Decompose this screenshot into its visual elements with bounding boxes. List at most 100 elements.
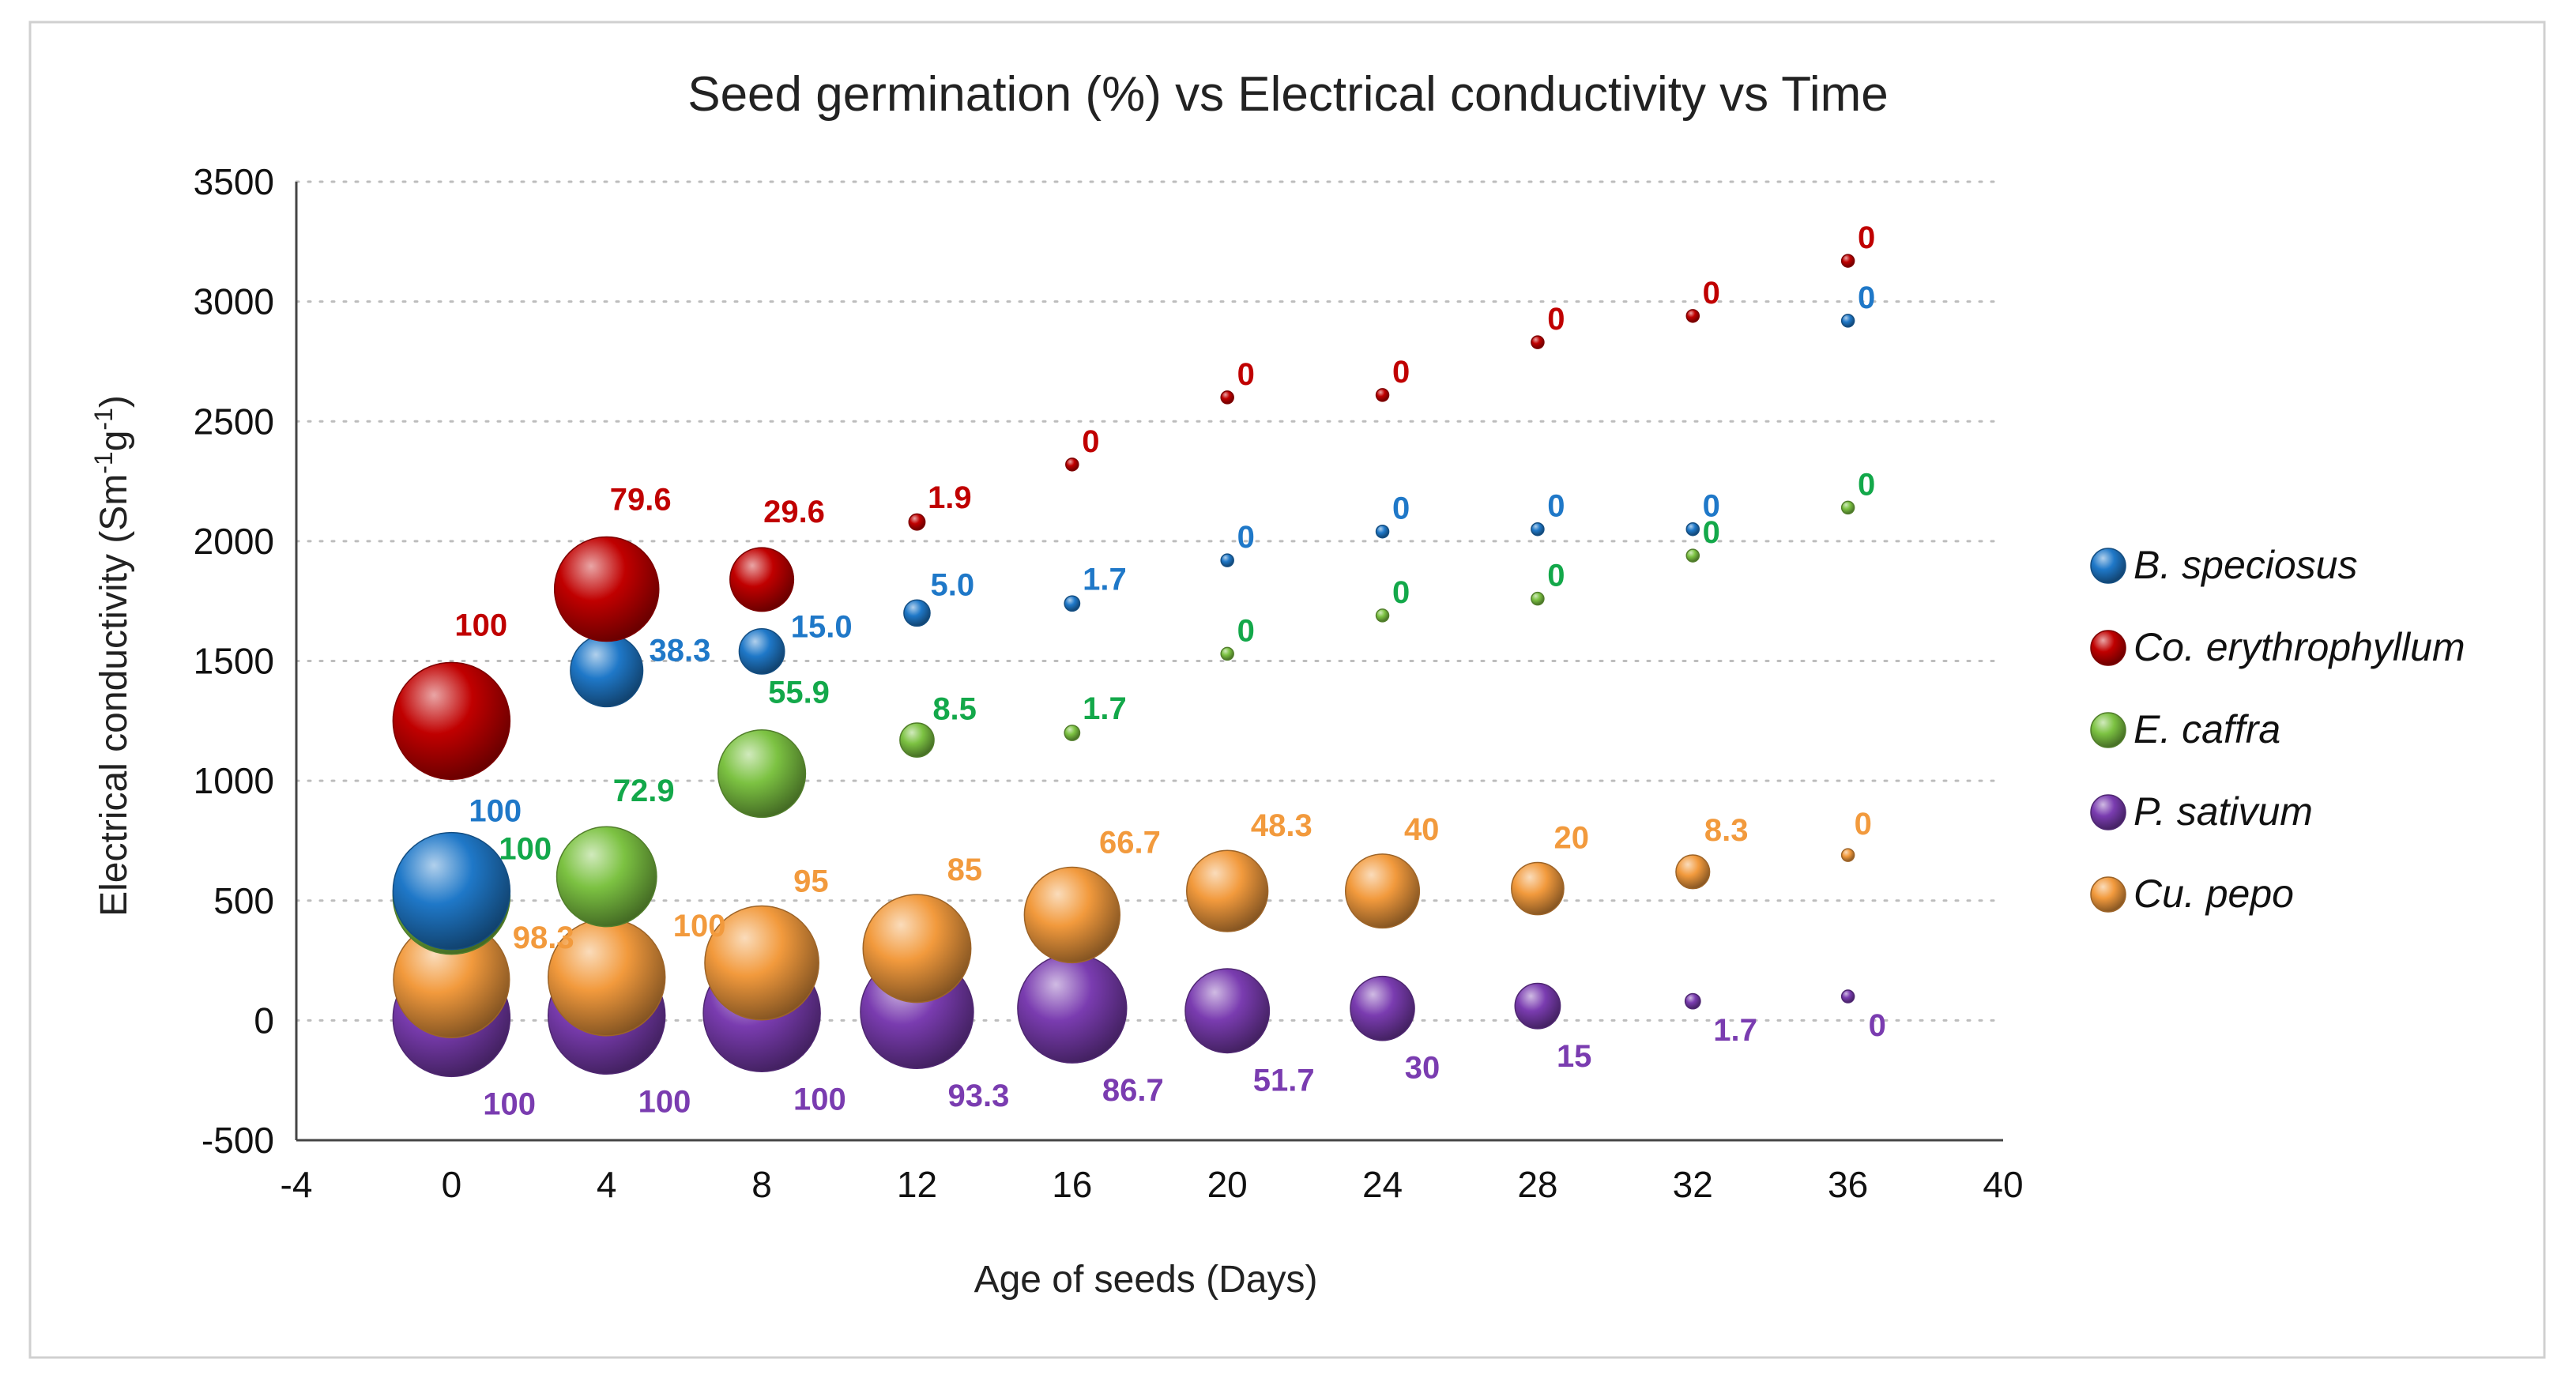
bubble-co-erythrophyllum-day-24 (1375, 388, 1390, 402)
data-label: 0 (1082, 424, 1099, 459)
x-tick-label: 36 (1828, 1164, 1868, 1205)
bubble-cu-pepo-day-20 (1186, 849, 1269, 932)
y-axis-title: Electrical conductivity (Sm-1g-1) (89, 395, 135, 917)
bubble-co-erythrophyllum-day-20 (1220, 390, 1234, 405)
bubble-b-speciosus-day-32 (1685, 522, 1700, 537)
data-label: 8.3 (1704, 813, 1749, 848)
y-tick-label: -500 (201, 1120, 274, 1161)
data-label: 0 (1547, 489, 1565, 524)
data-label: 72.9 (613, 774, 675, 808)
bubble-cu-pepo-day-16 (1023, 866, 1121, 964)
x-tick-label: 4 (597, 1164, 617, 1205)
data-label: 86.7 (1102, 1073, 1164, 1108)
legend-label-co-erythrophyllum: Co. erythrophyllum (2133, 625, 2465, 669)
data-label: 66.7 (1099, 826, 1161, 860)
x-tick-label: 16 (1052, 1164, 1092, 1205)
legend-marker-p-sativum (2090, 794, 2126, 830)
bubble-cu-pepo-day-24 (1344, 853, 1421, 929)
y-tick-label: 1000 (194, 760, 274, 801)
data-label: 100 (499, 832, 552, 867)
chart-title: Seed germination (%) vs Electrical condu… (687, 67, 1889, 122)
y-tick-label: 3500 (194, 161, 274, 202)
legend-label-b-speciosus: B. speciosus (2133, 543, 2357, 587)
bubble-b-speciosus-day-8 (738, 627, 785, 675)
data-label: 0 (1855, 807, 1872, 842)
data-label: 100 (638, 1084, 691, 1119)
data-label: 5.0 (931, 567, 975, 602)
data-label: 0 (1237, 520, 1255, 555)
bubble-e-caffra-day-28 (1531, 591, 1545, 606)
bubble-e-caffra-day-8 (717, 729, 807, 819)
bubble-p-sativum-day-32 (1684, 992, 1701, 1010)
x-tick-label: 20 (1207, 1164, 1248, 1205)
bubble-co-erythrophyllum-day-0 (392, 661, 511, 781)
legend: B. speciosus Co. erythrophyllum E. caffra P… (2090, 543, 2465, 916)
data-label: 79.6 (610, 483, 672, 518)
data-label: 100 (469, 794, 522, 829)
bubble-b-speciosus-day-36 (1840, 314, 1855, 328)
bubble-cu-pepo-day-36 (1840, 848, 1855, 862)
data-label: 93.3 (947, 1079, 1009, 1113)
bubble-cu-pepo-day-12 (862, 894, 972, 1004)
data-label: 38.3 (650, 634, 711, 668)
data-label: 95 (793, 864, 829, 898)
bubble-p-sativum-day-24 (1350, 975, 1415, 1041)
data-label: 0 (1547, 302, 1565, 337)
data-label: 1.7 (1083, 691, 1127, 726)
data-label: 98.3 (513, 921, 574, 955)
data-label: 0 (1858, 467, 1875, 502)
y-tick-label: 2500 (194, 401, 274, 442)
bubble-e-caffra-day-16 (1064, 725, 1081, 741)
bubble-e-caffra-day-32 (1685, 548, 1700, 563)
data-label: 1.9 (928, 480, 972, 515)
x-tick-label: 8 (751, 1164, 772, 1205)
data-label: 29.6 (763, 495, 825, 529)
bubble-b-speciosus-day-28 (1531, 522, 1545, 537)
data-label: 0 (1703, 489, 1720, 524)
data-label: 100 (454, 608, 507, 642)
data-label: 15 (1557, 1039, 1592, 1074)
data-label: 0 (1858, 220, 1875, 255)
data-label: 0 (1392, 491, 1410, 526)
data-label: 100 (483, 1086, 536, 1121)
bubble-b-speciosus-day-4 (570, 634, 644, 708)
data-label: 100 (673, 909, 726, 943)
data-label: 0 (1392, 355, 1410, 390)
x-axis-title: Age of seeds (Days) (974, 1259, 1318, 1301)
data-label: 0 (1237, 357, 1255, 392)
bubble-b-speciosus-day-12 (903, 599, 931, 627)
bubbles (392, 254, 1855, 1078)
bubble-co-erythrophyllum-day-16 (1065, 458, 1079, 472)
data-label: 0 (1858, 281, 1875, 315)
bubble-e-caffra-day-24 (1375, 608, 1390, 623)
bubble-b-speciosus-day-0 (392, 831, 511, 951)
data-label: 0 (1547, 559, 1565, 593)
x-tick-label: 28 (1517, 1164, 1557, 1205)
data-label: 0 (1703, 276, 1720, 311)
y-tick-label: 3000 (194, 281, 274, 322)
bubble-p-sativum-day-36 (1840, 989, 1855, 1004)
data-label: 48.3 (1251, 808, 1312, 843)
data-label: 1.7 (1713, 1013, 1757, 1048)
data-label: 40 (1404, 812, 1440, 847)
bubble-p-sativum-day-20 (1184, 968, 1271, 1054)
data-label: 8.5 (932, 691, 977, 726)
x-tick-label: 24 (1362, 1164, 1403, 1205)
data-label: 100 (793, 1082, 846, 1117)
bubble-co-erythrophyllum-day-4 (553, 536, 660, 642)
bubble-b-speciosus-day-20 (1220, 553, 1234, 567)
bubble-co-erythrophyllum-day-32 (1685, 309, 1700, 323)
bubble-co-erythrophyllum-day-28 (1531, 335, 1545, 349)
data-label: 55.9 (768, 676, 830, 710)
bubble-co-erythrophyllum-day-12 (908, 513, 926, 531)
bubble-b-speciosus-day-16 (1064, 595, 1081, 612)
bubble-b-speciosus-day-24 (1375, 524, 1390, 539)
bubble-cu-pepo-day-32 (1675, 854, 1711, 890)
data-label: 15.0 (791, 609, 853, 644)
x-tick-label: 32 (1673, 1164, 1713, 1205)
legend-marker-cu-pepo (2090, 876, 2126, 913)
bubble-e-caffra-day-4 (555, 826, 657, 928)
